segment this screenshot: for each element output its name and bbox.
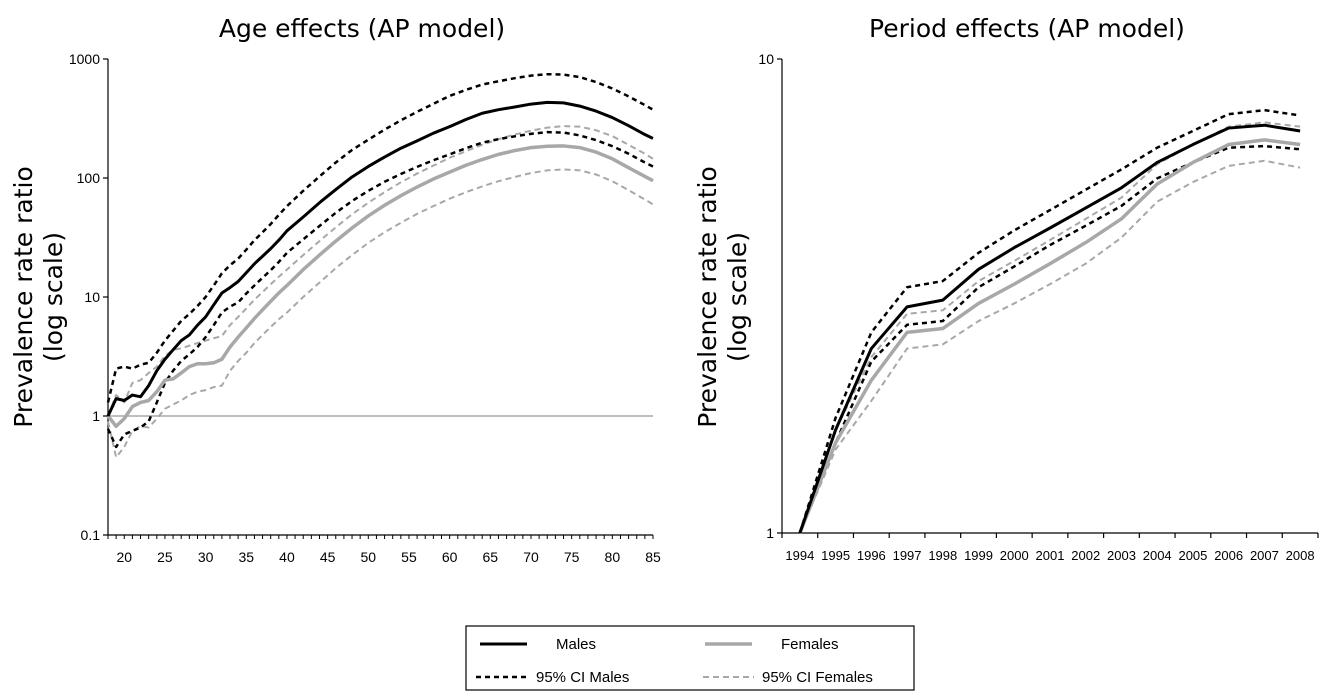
period-chart-series-95-ci-males-line	[798, 108, 1301, 534]
age-chart-series-males-line	[106, 100, 654, 417]
age-chart-y-tick-label: 10	[84, 289, 100, 305]
period-chart-series	[798, 108, 1301, 534]
period-chart-x-tick-label: 1995	[821, 548, 850, 563]
period-chart-tick-labels: 1 10 1994 1995 1996 1997 1998 1999 2000 2001 2002 2…	[758, 51, 1314, 563]
period-chart-x-tick-label: 1999	[964, 548, 993, 563]
period-chart-x-tick-label: 1994	[785, 548, 814, 563]
age-chart-x-tick-label: 50	[361, 549, 377, 565]
period-chart-series-95-ci-males-line	[798, 144, 1301, 534]
age-chart-y-tick-label: 0.1	[81, 527, 101, 543]
age-chart-y-tick-label: 1000	[69, 51, 100, 67]
period-chart-title: Period effects (AP model)	[869, 14, 1185, 43]
age-chart-x-tick-label: 55	[401, 549, 417, 565]
period-chart-y-tick-label: 1	[766, 525, 774, 541]
period-chart-series-95-ci-females-line	[798, 159, 1301, 534]
age-chart-x-tick-label: 25	[157, 549, 173, 565]
period-chart-x-tick-label: 2008	[1286, 548, 1315, 563]
age-chart-x-tick-label: 40	[279, 549, 295, 565]
age-chart-y-tick-label: 100	[77, 170, 101, 186]
period-chart-ylabel-line2: (log scale)	[723, 232, 752, 362]
age-chart-x-tick-label: 20	[116, 549, 132, 565]
period-chart-x-tick-label: 1997	[893, 548, 922, 563]
legend-label-females: Females	[781, 636, 839, 653]
legend: Males Females 95% CI Males 95% CI Female…	[465, 625, 915, 691]
age-chart-x-tick-label: 70	[523, 549, 539, 565]
age-chart-x-tick-label: 80	[605, 549, 621, 565]
age-chart-x-tick-label: 65	[483, 549, 499, 565]
age-chart-series-95-ci-females-line	[107, 168, 654, 459]
period-chart-series-males-line	[798, 123, 1301, 534]
age-chart-series-females-line	[106, 144, 654, 429]
age-chart-series-95-ci-males-line	[106, 72, 654, 403]
period-chart-y-tick-label: 10	[758, 51, 774, 67]
age-chart-ylabel-line2: (log scale)	[39, 232, 68, 362]
period-chart-x-tick-label: 2000	[1000, 548, 1029, 563]
age-chart-x-tick-label: 30	[198, 549, 214, 565]
period-chart-x-tick-label: 1996	[857, 548, 886, 563]
period-chart-x-tick-label: 2005	[1178, 548, 1207, 563]
age-chart-ylabel-line1: Prevalence rate ratio	[9, 166, 38, 427]
period-chart-series-females-line	[798, 138, 1301, 534]
period-chart-ylabel-line1: Prevalence rate ratio	[693, 166, 722, 427]
age-chart-series-95-ci-females-line	[107, 125, 654, 417]
age-chart-axes	[103, 58, 654, 539]
legend-label-ci-males: 95% CI Males	[536, 669, 629, 686]
period-chart-x-tick-label: 2004	[1143, 548, 1172, 563]
age-chart-x-tick-label: 75	[564, 549, 580, 565]
period-chart-axes	[777, 58, 1319, 538]
age-chart-tick-labels: 0.1 1 10 100 1000 20 25 30 35 40 45 50 55 60 65 70 75 80 8…	[69, 51, 661, 565]
legend-label-males: Males	[556, 636, 596, 653]
period-chart-x-tick-label: 1998	[928, 548, 957, 563]
legend-label-ci-females: 95% CI Females	[762, 669, 873, 686]
age-effects-chart: Age effects (AP model) Prevalence rate r…	[9, 14, 661, 565]
period-chart-x-tick-label: 2007	[1250, 548, 1279, 563]
age-chart-x-tick-label: 60	[442, 549, 458, 565]
age-chart-series-95-ci-males-line	[106, 130, 654, 449]
period-chart-x-tick-label: 2006	[1214, 548, 1243, 563]
period-chart-x-tick-label: 2003	[1107, 548, 1136, 563]
period-chart-x-tick-label: 2001	[1036, 548, 1065, 563]
period-effects-chart: Period effects (AP model) Prevalence rat…	[693, 14, 1319, 563]
age-chart-x-tick-label: 35	[238, 549, 254, 565]
age-chart-title: Age effects (AP model)	[219, 14, 505, 43]
legend-box	[465, 625, 915, 691]
period-chart-x-tick-label: 2002	[1071, 548, 1100, 563]
age-chart-x-tick-label: 45	[320, 549, 336, 565]
age-chart-x-tick-label: 85	[645, 549, 661, 565]
age-chart-series	[106, 72, 654, 459]
age-chart-y-tick-label: 1	[92, 408, 100, 424]
